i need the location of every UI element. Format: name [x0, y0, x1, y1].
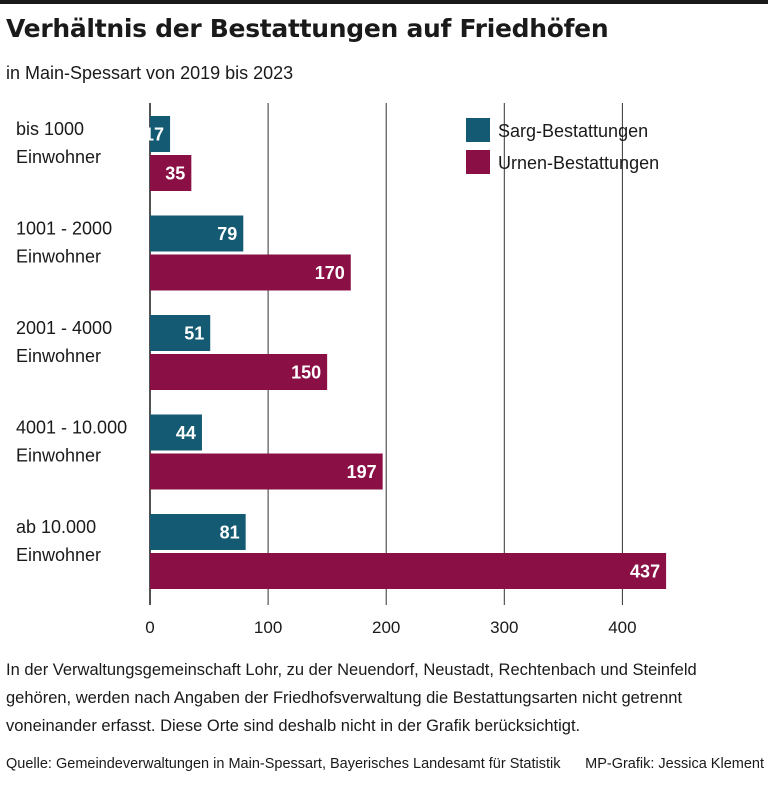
x-tick-label: 400 — [608, 618, 636, 637]
bar-sarg — [150, 215, 244, 252]
category-label: ab 10.000 — [16, 517, 96, 537]
data-label: 81 — [220, 523, 240, 543]
source-text: Quelle: Gemeindeverwaltungen in Main-Spe… — [6, 756, 561, 772]
chart-title: Verhältnis der Bestattungen auf Friedhöf… — [6, 14, 609, 43]
category-label: 4001 - 10.000 — [16, 418, 127, 438]
x-axis-ticks: 0 100 200 300 400 — [145, 618, 636, 637]
category-label: Einwohner — [16, 446, 101, 466]
bar-sarg — [150, 414, 202, 451]
data-label: 197 — [347, 462, 377, 482]
bar-sarg — [150, 514, 246, 550]
bar-urnen — [150, 254, 351, 291]
legend-label: Sarg-Bestattungen — [498, 121, 648, 141]
bar-urnen — [150, 354, 328, 390]
data-label: 51 — [184, 324, 204, 344]
data-label: 437 — [630, 562, 660, 582]
footnote-line: gehören, werden nach Angaben der Friedho… — [6, 689, 683, 707]
category-label: bis 1000 — [16, 119, 84, 139]
data-label: 17 — [144, 125, 164, 145]
data-label: 150 — [291, 363, 321, 383]
category-label: Einwohner — [16, 346, 101, 366]
legend-swatch — [466, 118, 490, 142]
bar-urnen — [150, 453, 383, 490]
data-label: 35 — [165, 164, 185, 184]
bar-sarg — [150, 116, 171, 152]
x-tick-label: 200 — [372, 618, 400, 637]
category-label: Einwohner — [16, 545, 101, 565]
bar-urnen — [150, 155, 192, 191]
footnote-line: voneinander erfasst. Diese Orte sind des… — [6, 717, 581, 735]
category-labels: bis 1000 Einwohner 1001 - 2000 Einwohner 200… — [16, 119, 127, 565]
category-label: 1001 - 2000 — [16, 219, 112, 239]
legend-swatch — [466, 150, 490, 174]
legend-label: Urnen-Bestattungen — [498, 153, 659, 173]
top-rule — [0, 0, 768, 4]
x-tick-label: 100 — [254, 618, 282, 637]
bar-urnen — [150, 553, 667, 589]
data-label: 79 — [217, 224, 237, 244]
credit-text: MP-Grafik: Jessica Klement — [585, 756, 764, 772]
x-tick-label: 300 — [490, 618, 518, 637]
category-label: Einwohner — [16, 247, 101, 267]
footnote: In der Verwaltungsgemeinschaft Lohr, zu … — [6, 656, 762, 740]
data-label: 170 — [315, 263, 345, 283]
x-tick-label: 0 — [145, 618, 154, 637]
data-label: 44 — [176, 423, 196, 443]
category-label: 2001 - 4000 — [16, 318, 112, 338]
category-label: Einwohner — [16, 147, 101, 167]
legend: Sarg-Bestattungen Urnen-Bestattungen — [466, 118, 659, 174]
footnote-line: In der Verwaltungsgemeinschaft Lohr, zu … — [6, 661, 697, 679]
bar-sarg — [150, 315, 211, 351]
chart-subtitle: in Main-Spessart von 2019 bis 2023 — [6, 63, 294, 83]
